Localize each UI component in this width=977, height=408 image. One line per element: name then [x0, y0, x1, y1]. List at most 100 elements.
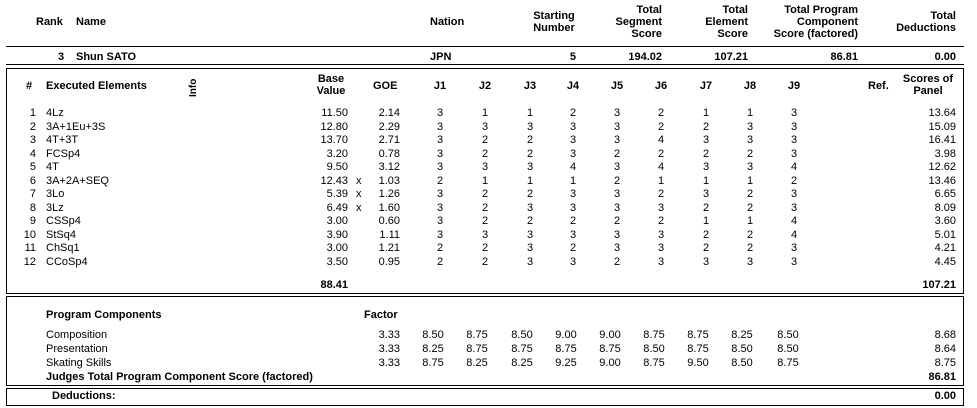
element-name: 3Lo: [46, 188, 65, 200]
judge-score: 3: [790, 134, 798, 146]
judge-score: 4: [790, 161, 798, 173]
component-judge-score: 8.50: [777, 343, 799, 355]
element-number: 1: [29, 107, 36, 119]
base-value-total: 88.41: [320, 279, 348, 291]
skater-rank: 3: [58, 51, 65, 63]
element-base-value: 13.70: [320, 134, 348, 146]
judge-score: 3: [436, 161, 444, 173]
judge-score: 3: [569, 147, 577, 160]
judge-score: 2: [790, 174, 798, 187]
judge-score: 3: [790, 147, 798, 160]
judge-score: 2: [526, 134, 534, 146]
element-number: 5: [29, 161, 36, 173]
element-goe: 2.71: [378, 134, 400, 146]
judge-score: 3: [790, 120, 798, 133]
judge-score: 2: [746, 188, 754, 200]
element-panel-score: 3.98: [934, 147, 956, 160]
judge-score: 2: [702, 120, 710, 133]
num-column-header: #: [26, 80, 33, 92]
component-factor: 3.33: [378, 357, 400, 369]
judge-score: 2: [613, 255, 621, 268]
ref-header: Ref.: [868, 80, 889, 92]
judge-score: 1: [481, 107, 489, 119]
judge-score: 3: [526, 161, 534, 173]
judge-score: 3: [526, 120, 534, 133]
judge-score: 4: [790, 215, 798, 227]
program-components-title: Program Components: [46, 309, 162, 321]
element-goe: 1.11: [379, 228, 400, 241]
element-panel-score: 8.09: [934, 201, 956, 214]
judge-score: 1: [746, 107, 754, 119]
component-judge-score: 8.50: [422, 329, 444, 341]
element-panel-score: 12.62: [928, 161, 956, 173]
judge-score: 2: [569, 107, 577, 119]
skater-starting-number: 5: [569, 51, 576, 63]
element-base-value: 12.43: [320, 174, 348, 187]
judge-score: 1: [702, 174, 710, 187]
judge-score: 2: [746, 147, 754, 160]
element-number: 6: [29, 174, 36, 187]
elements-panel-total: 107.21: [922, 279, 956, 291]
element-name: 4T: [46, 161, 59, 173]
component-judge-score: 8.50: [731, 343, 753, 355]
element-base-value: 3.00: [326, 242, 348, 254]
judge-score: 3: [569, 255, 577, 268]
starting-number-header: Starting Number: [533, 10, 575, 34]
component-name: Composition: [46, 329, 108, 341]
judge-score: 3: [790, 255, 798, 268]
scores-of-panel-header: Scores of Panel: [902, 73, 954, 97]
pcs-header: Total Program Component Score (factored): [773, 4, 858, 40]
judge-score: 2: [613, 147, 621, 160]
skater-segment-score: 194.02: [628, 51, 662, 63]
judge-score: 3: [657, 242, 665, 254]
component-judge-score: 8.25: [731, 329, 753, 341]
judge-score: 2: [702, 201, 710, 214]
component-factor: 3.33: [378, 343, 400, 355]
judge-score: 2: [746, 201, 754, 214]
judge-score: 3: [790, 188, 798, 200]
element-base-value: 3.20: [326, 147, 348, 160]
judge-score: 2: [526, 215, 534, 227]
element-name: CSSp4: [46, 215, 81, 227]
element-goe: 2.29: [378, 120, 400, 133]
judge-score: 3: [481, 120, 489, 133]
judge-score: 4: [657, 134, 665, 146]
judge-score: 3: [436, 120, 444, 133]
judge-header: J1: [433, 80, 447, 92]
judge-score: 1: [526, 174, 534, 187]
components-total-value: 86.81: [928, 371, 956, 383]
element-name: 3A+1Eu+3S: [46, 120, 106, 133]
judge-score: 1: [526, 107, 534, 119]
judge-score: 3: [481, 161, 489, 173]
judge-score: 2: [481, 188, 489, 200]
component-judge-score: 9.00: [599, 329, 621, 341]
element-base-value: 9.50: [326, 161, 348, 173]
component-judge-score: 8.75: [599, 343, 621, 355]
judge-score: 3: [702, 255, 710, 268]
component-judge-score: 9.50: [687, 357, 709, 369]
rank-header: Rank: [36, 16, 63, 28]
judge-score: 1: [569, 174, 577, 187]
judge-score: 2: [746, 242, 754, 254]
element-score-header: Total Element Score: [705, 4, 748, 40]
component-judge-score: 8.25: [466, 357, 488, 369]
info-column-header: Info: [188, 78, 199, 97]
judge-header: J9: [787, 80, 801, 92]
skater-nation: JPN: [430, 51, 452, 63]
judge-score: 3: [526, 201, 534, 214]
judge-score: 4: [569, 161, 577, 173]
judge-score: 3: [436, 188, 444, 200]
component-name: Presentation: [46, 343, 108, 355]
element-name: ChSq1: [46, 242, 80, 254]
judge-score: 1: [746, 174, 754, 187]
element-number: 7: [29, 188, 36, 200]
judge-score: 2: [702, 242, 710, 254]
judge-score: 3: [526, 228, 534, 241]
judge-score: 3: [613, 107, 621, 119]
component-judge-score: 9.25: [555, 357, 577, 369]
component-judge-score: 9.00: [599, 357, 621, 369]
element-base-value: 12.80: [320, 120, 348, 133]
judge-score: 3: [526, 255, 534, 268]
judge-score: 3: [526, 242, 534, 254]
component-judge-score: 8.75: [687, 343, 709, 355]
